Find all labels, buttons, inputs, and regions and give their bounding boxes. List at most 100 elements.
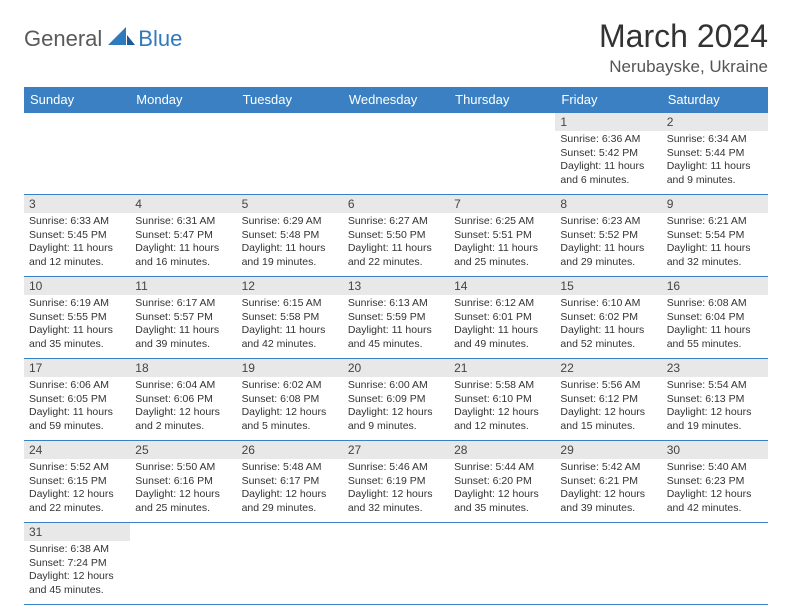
calendar-day-cell: 13Sunrise: 6:13 AMSunset: 5:59 PMDayligh… — [343, 277, 449, 359]
weekday-header: Monday — [130, 87, 236, 113]
day-detail-line: Daylight: 12 hours — [135, 406, 231, 420]
day-detail-line: Sunrise: 5:40 AM — [667, 461, 763, 475]
day-details: Sunrise: 5:58 AMSunset: 6:10 PMDaylight:… — [449, 377, 555, 438]
day-detail-line: Daylight: 12 hours — [242, 406, 338, 420]
brand-text-1: General — [24, 26, 102, 52]
day-number: 20 — [343, 359, 449, 377]
weekday-header: Tuesday — [237, 87, 343, 113]
day-detail-line: Sunrise: 5:58 AM — [454, 379, 550, 393]
calendar-week-row: 3Sunrise: 6:33 AMSunset: 5:45 PMDaylight… — [24, 195, 768, 277]
day-detail-line: Sunset: 6:20 PM — [454, 475, 550, 489]
day-number: 23 — [662, 359, 768, 377]
day-detail-line: Sunset: 5:54 PM — [667, 229, 763, 243]
calendar-day-cell: 19Sunrise: 6:02 AMSunset: 6:08 PMDayligh… — [237, 359, 343, 441]
calendar-day-cell: 29Sunrise: 5:42 AMSunset: 6:21 PMDayligh… — [555, 441, 661, 523]
day-detail-line: Sunset: 5:59 PM — [348, 311, 444, 325]
day-detail-line: Sunset: 6:01 PM — [454, 311, 550, 325]
day-detail-line: Daylight: 12 hours — [29, 488, 125, 502]
day-details: Sunrise: 5:46 AMSunset: 6:19 PMDaylight:… — [343, 459, 449, 520]
day-number: 28 — [449, 441, 555, 459]
weekday-header: Wednesday — [343, 87, 449, 113]
weekday-header: Thursday — [449, 87, 555, 113]
day-details: Sunrise: 6:12 AMSunset: 6:01 PMDaylight:… — [449, 295, 555, 356]
day-number: 27 — [343, 441, 449, 459]
day-detail-line: Sunrise: 6:29 AM — [242, 215, 338, 229]
calendar-day-cell — [343, 113, 449, 195]
day-detail-line: Sunset: 6:04 PM — [667, 311, 763, 325]
day-number: 31 — [24, 523, 130, 541]
calendar-day-cell — [130, 523, 236, 605]
calendar-day-cell: 24Sunrise: 5:52 AMSunset: 6:15 PMDayligh… — [24, 441, 130, 523]
calendar-day-cell: 26Sunrise: 5:48 AMSunset: 6:17 PMDayligh… — [237, 441, 343, 523]
day-details: Sunrise: 6:21 AMSunset: 5:54 PMDaylight:… — [662, 213, 768, 274]
day-detail-line: Sunrise: 5:54 AM — [667, 379, 763, 393]
day-detail-line: Sunrise: 6:38 AM — [29, 543, 125, 557]
day-detail-line: Sunset: 7:24 PM — [29, 557, 125, 571]
day-detail-line: Sunset: 5:42 PM — [560, 147, 656, 161]
day-number: 12 — [237, 277, 343, 295]
day-detail-line: and 9 minutes. — [348, 420, 444, 434]
day-detail-line: and 45 minutes. — [29, 584, 125, 598]
day-number: 11 — [130, 277, 236, 295]
day-detail-line: Daylight: 12 hours — [667, 488, 763, 502]
day-detail-line: Daylight: 11 hours — [135, 242, 231, 256]
calendar-week-row: 17Sunrise: 6:06 AMSunset: 6:05 PMDayligh… — [24, 359, 768, 441]
calendar-day-cell: 25Sunrise: 5:50 AMSunset: 6:16 PMDayligh… — [130, 441, 236, 523]
day-details: Sunrise: 5:56 AMSunset: 6:12 PMDaylight:… — [555, 377, 661, 438]
day-detail-line: and 22 minutes. — [348, 256, 444, 270]
day-detail-line: Daylight: 11 hours — [560, 324, 656, 338]
day-detail-line: Sunrise: 6:31 AM — [135, 215, 231, 229]
day-detail-line: Sunset: 6:23 PM — [667, 475, 763, 489]
calendar-day-cell: 1Sunrise: 6:36 AMSunset: 5:42 PMDaylight… — [555, 113, 661, 195]
day-detail-line: and 22 minutes. — [29, 502, 125, 516]
calendar-day-cell: 3Sunrise: 6:33 AMSunset: 5:45 PMDaylight… — [24, 195, 130, 277]
day-detail-line: and 32 minutes. — [667, 256, 763, 270]
day-detail-line: Sunset: 6:15 PM — [29, 475, 125, 489]
calendar-day-cell: 10Sunrise: 6:19 AMSunset: 5:55 PMDayligh… — [24, 277, 130, 359]
calendar-day-cell — [449, 113, 555, 195]
day-detail-line: and 25 minutes. — [135, 502, 231, 516]
calendar-day-cell: 23Sunrise: 5:54 AMSunset: 6:13 PMDayligh… — [662, 359, 768, 441]
day-detail-line: Sunrise: 6:10 AM — [560, 297, 656, 311]
calendar-day-cell: 31Sunrise: 6:38 AMSunset: 7:24 PMDayligh… — [24, 523, 130, 605]
day-detail-line: Sunset: 6:05 PM — [29, 393, 125, 407]
day-detail-line: and 52 minutes. — [560, 338, 656, 352]
day-detail-line: and 25 minutes. — [454, 256, 550, 270]
day-detail-line: Daylight: 12 hours — [560, 406, 656, 420]
calendar-day-cell — [130, 113, 236, 195]
day-number: 19 — [237, 359, 343, 377]
day-detail-line: Sunrise: 6:25 AM — [454, 215, 550, 229]
day-details: Sunrise: 6:31 AMSunset: 5:47 PMDaylight:… — [130, 213, 236, 274]
day-detail-line: Sunrise: 5:42 AM — [560, 461, 656, 475]
day-details: Sunrise: 6:27 AMSunset: 5:50 PMDaylight:… — [343, 213, 449, 274]
brand-text-2: Blue — [138, 26, 182, 52]
calendar-day-cell: 8Sunrise: 6:23 AMSunset: 5:52 PMDaylight… — [555, 195, 661, 277]
month-title: March 2024 — [599, 18, 768, 55]
day-detail-line: and 39 minutes. — [560, 502, 656, 516]
day-detail-line: Daylight: 11 hours — [348, 324, 444, 338]
calendar-day-cell — [449, 523, 555, 605]
day-detail-line: Daylight: 12 hours — [560, 488, 656, 502]
day-detail-line: Sunset: 5:51 PM — [454, 229, 550, 243]
day-detail-line: and 45 minutes. — [348, 338, 444, 352]
day-details: Sunrise: 5:50 AMSunset: 6:16 PMDaylight:… — [130, 459, 236, 520]
day-detail-line: Sunrise: 6:04 AM — [135, 379, 231, 393]
calendar-day-cell: 30Sunrise: 5:40 AMSunset: 6:23 PMDayligh… — [662, 441, 768, 523]
day-details: Sunrise: 6:04 AMSunset: 6:06 PMDaylight:… — [130, 377, 236, 438]
day-detail-line: Sunrise: 6:13 AM — [348, 297, 444, 311]
day-detail-line: Sunrise: 6:27 AM — [348, 215, 444, 229]
day-number: 16 — [662, 277, 768, 295]
calendar-day-cell: 21Sunrise: 5:58 AMSunset: 6:10 PMDayligh… — [449, 359, 555, 441]
day-number: 25 — [130, 441, 236, 459]
day-detail-line: and 19 minutes. — [242, 256, 338, 270]
day-detail-line: Sunset: 5:48 PM — [242, 229, 338, 243]
day-detail-line: and 49 minutes. — [454, 338, 550, 352]
day-detail-line: and 2 minutes. — [135, 420, 231, 434]
day-detail-line: Sunset: 6:19 PM — [348, 475, 444, 489]
calendar-day-cell: 7Sunrise: 6:25 AMSunset: 5:51 PMDaylight… — [449, 195, 555, 277]
day-detail-line: and 12 minutes. — [454, 420, 550, 434]
day-detail-line: Daylight: 11 hours — [454, 242, 550, 256]
day-detail-line: Sunrise: 6:12 AM — [454, 297, 550, 311]
calendar-day-cell: 9Sunrise: 6:21 AMSunset: 5:54 PMDaylight… — [662, 195, 768, 277]
calendar-week-row: 24Sunrise: 5:52 AMSunset: 6:15 PMDayligh… — [24, 441, 768, 523]
